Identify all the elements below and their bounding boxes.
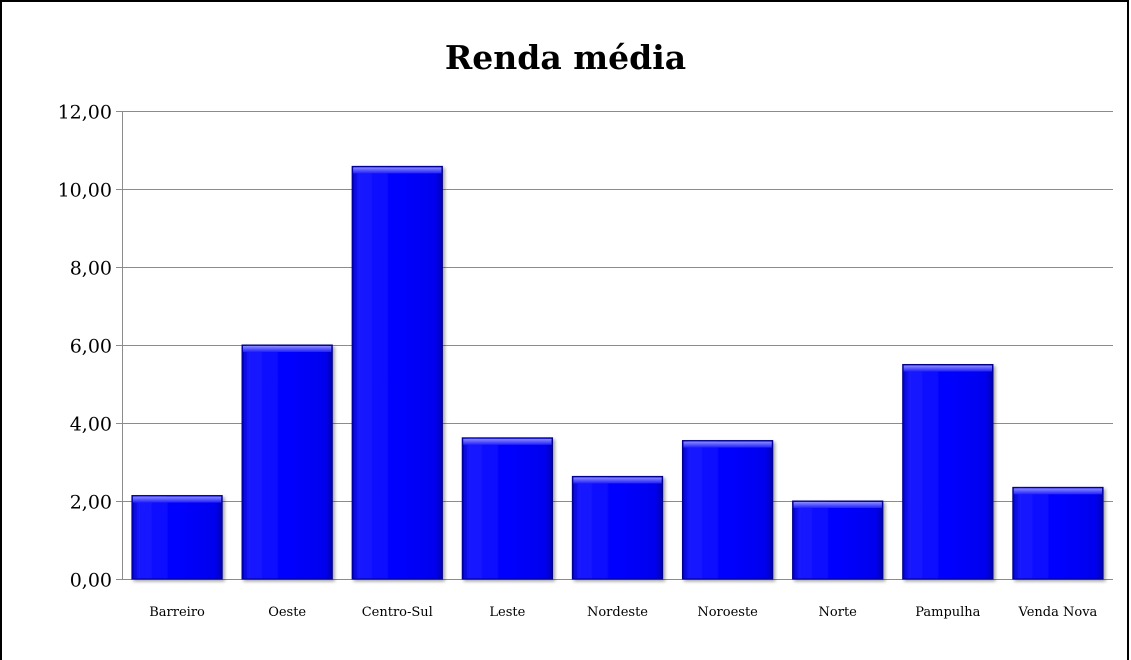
bar <box>351 165 443 580</box>
bar-leste <box>461 437 554 580</box>
x-tick-label: Oeste <box>268 605 306 620</box>
y-tick-label: 2,00 <box>70 492 112 514</box>
y-tick-label: 4,00 <box>70 414 112 436</box>
bar-bevel <box>243 346 332 352</box>
y-tick-label: 8,00 <box>70 258 112 280</box>
y-tick-label: 10,00 <box>58 180 112 202</box>
bar-pampulha <box>902 364 994 580</box>
bar <box>1012 486 1104 580</box>
bar <box>131 495 223 580</box>
bar-bevel <box>793 502 882 508</box>
bar-oeste <box>241 344 333 580</box>
bar-venda-nova <box>1012 486 1104 580</box>
x-tick-label: Pampulha <box>915 605 980 620</box>
bar-bevel <box>132 496 222 503</box>
bar-bevel <box>1013 488 1103 495</box>
bar-centro-sul <box>351 165 443 580</box>
bars <box>131 165 1104 580</box>
x-tick-label: Nordeste <box>587 605 648 620</box>
bar-barreiro <box>131 495 223 580</box>
x-tick-label: Venda Nova <box>1018 605 1098 620</box>
bar-bevel <box>463 438 552 445</box>
bar-bevel <box>353 167 442 174</box>
x-tick-label: Leste <box>489 605 525 620</box>
x-tick-labels: Barreiro Oeste Centro-Sul Leste Nordeste Noro… <box>149 605 1097 620</box>
x-tick-label: Centro-Sul <box>362 605 433 620</box>
x-tick-label: Noroeste <box>697 605 758 620</box>
bar-norte <box>792 500 884 580</box>
bar-chart: 0,00 2,00 4,00 6,00 8,00 10,00 12,00 Barreiro O… <box>58 102 1113 620</box>
x-tick-label: Norte <box>819 605 858 620</box>
y-tick-labels: 0,00 2,00 4,00 6,00 8,00 10,00 12,00 <box>58 102 112 592</box>
bar-bevel <box>903 365 992 372</box>
y-tick-label: 6,00 <box>70 336 112 358</box>
y-tick-label: 12,00 <box>58 102 112 124</box>
y-tick-label: 0,00 <box>70 570 112 592</box>
bar <box>792 500 884 580</box>
bar <box>571 475 664 580</box>
bar <box>681 440 774 580</box>
x-tick-label: Barreiro <box>149 605 205 620</box>
bar-bevel <box>573 477 662 484</box>
bar <box>902 364 994 580</box>
bar-nordeste <box>571 475 664 580</box>
chart-title: Renda média <box>444 38 687 77</box>
bar-bevel <box>683 441 772 448</box>
bar <box>241 344 333 580</box>
bar-noroeste <box>681 440 774 580</box>
bar <box>461 437 554 580</box>
